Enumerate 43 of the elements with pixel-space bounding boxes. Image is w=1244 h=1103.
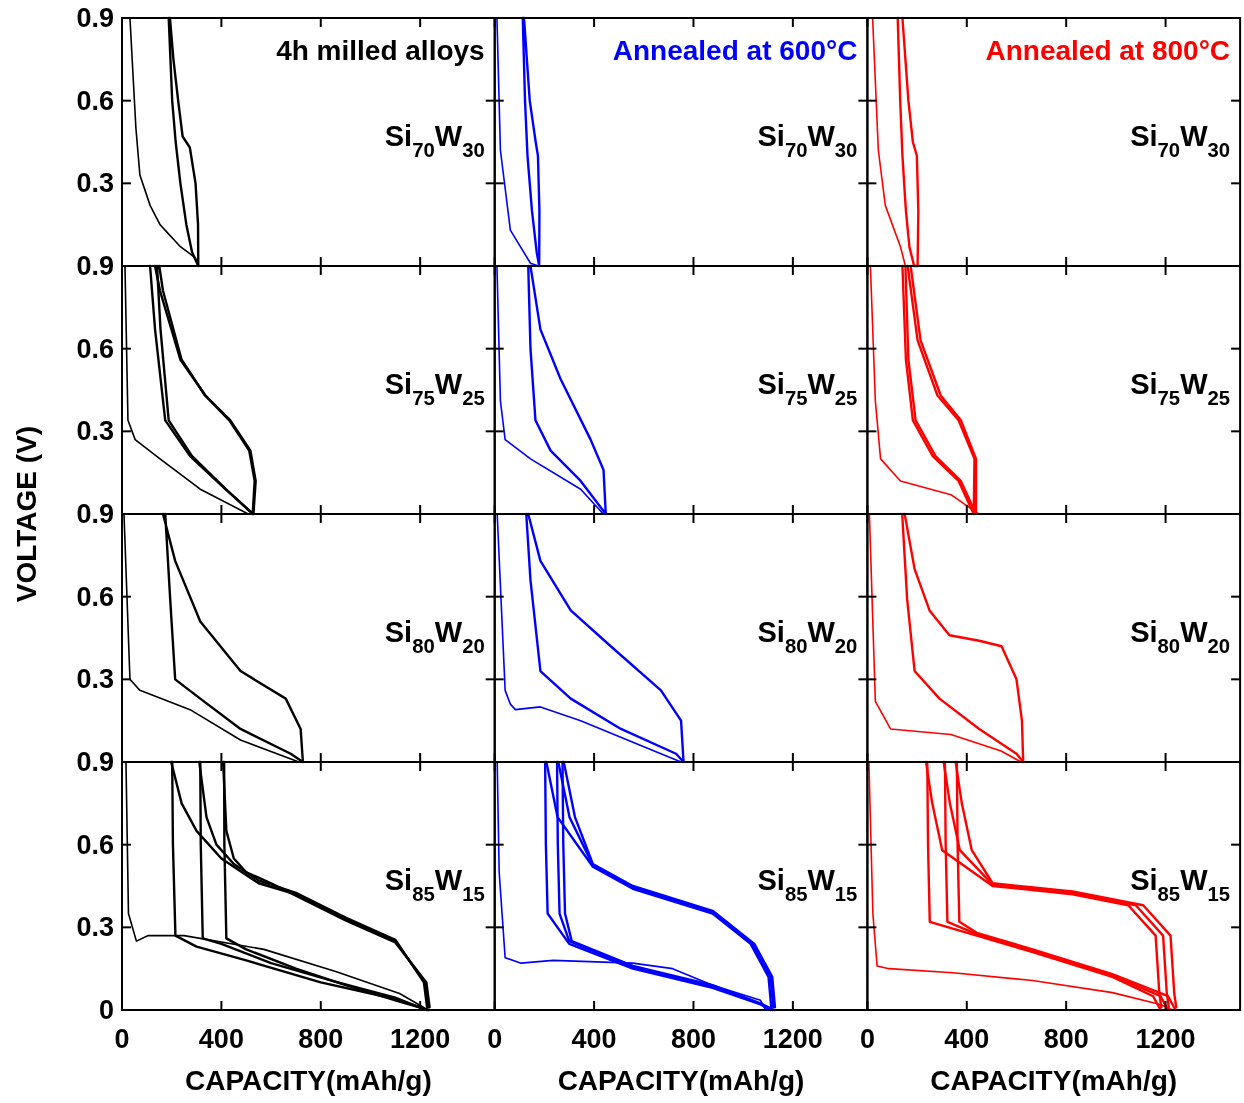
y-tick-label: 0.9: [76, 499, 114, 529]
annotation: Si$_{85}$W$_{15}$: [1130, 864, 1231, 905]
y-axis-title: VOLTAGE (V): [11, 425, 42, 603]
x-tick-label: 400: [571, 1024, 617, 1054]
x-tick-label: 0: [487, 1024, 503, 1054]
y-tick-label: 0.9: [76, 747, 114, 777]
y-tick-label: 0.3: [76, 416, 114, 447]
y-tick-label: 0.6: [76, 333, 114, 364]
annotation: Si$_{70}$W$_{30}$: [384, 120, 485, 161]
y-tick-label: 0.6: [76, 581, 114, 612]
x-axis-title: CAPACITY(mAh/g): [184, 1065, 432, 1096]
x-tick-label: 0: [859, 1024, 875, 1054]
y-tick-label: 0.9: [76, 3, 114, 33]
x-tick-label: 1200: [762, 1024, 823, 1054]
annotation: Si$_{80}$W$_{20}$: [384, 616, 485, 657]
annotation: Si$_{70}$W$_{30}$: [1130, 120, 1231, 161]
text: Annealed at 800°C: [985, 35, 1231, 66]
x-tick-label: 800: [298, 1024, 344, 1054]
annotation: Si$_{75}$W$_{25}$: [1130, 368, 1231, 409]
x-tick-label: 400: [198, 1024, 244, 1054]
annotation: Si$_{85}$W$_{15}$: [384, 864, 485, 905]
annotation: Si$_{70}$W$_{30}$: [757, 120, 858, 161]
x-tick-label: 1200: [390, 1024, 451, 1054]
x-axis-title: CAPACITY(mAh/g): [930, 1065, 1178, 1096]
x-tick-label: 800: [1043, 1024, 1089, 1054]
y-tick-label: 0.3: [76, 168, 114, 199]
y-tick-label: 0.3: [76, 664, 114, 695]
y-tick-label: 0.6: [76, 85, 114, 116]
x-axis-title: CAPACITY(mAh/g): [557, 1065, 805, 1096]
y-tick-label: 0.3: [76, 912, 114, 943]
x-tick-label: 800: [670, 1024, 716, 1054]
annotation: Si$_{75}$W$_{25}$: [384, 368, 485, 409]
annotation: Si$_{80}$W$_{20}$: [1130, 616, 1231, 657]
y-tick-label: 0: [98, 995, 114, 1025]
text: 4h milled alloys: [276, 35, 485, 66]
y-tick-label: 0.9: [76, 251, 114, 281]
x-tick-label: 400: [944, 1024, 990, 1054]
annotation: Si$_{80}$W$_{20}$: [757, 616, 858, 657]
y-tick-label: 0.6: [76, 829, 114, 860]
annotation: Si$_{75}$W$_{25}$: [757, 368, 858, 409]
x-tick-label: 1200: [1135, 1024, 1196, 1054]
text: Annealed at 600°C: [612, 35, 858, 66]
annotation: Si$_{85}$W$_{15}$: [757, 864, 858, 905]
